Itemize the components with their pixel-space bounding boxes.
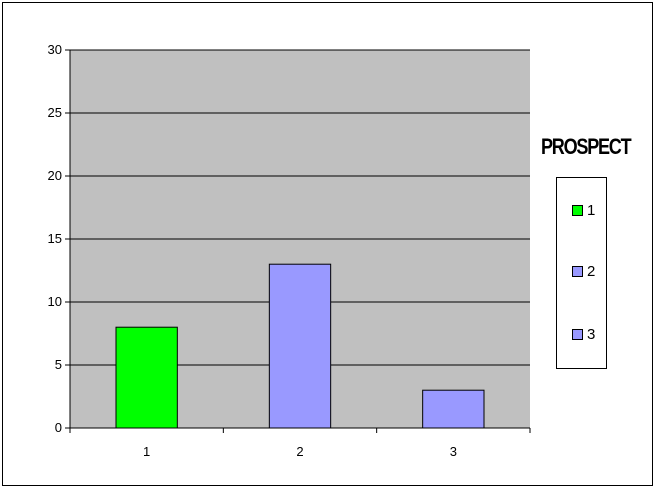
y-tick-label-20: 20: [48, 168, 62, 183]
legend-label-1: 1: [587, 201, 596, 219]
bar-3: [422, 389, 485, 429]
legend-title: PROSPECT: [541, 134, 632, 159]
legend-item-3: 3: [572, 325, 596, 343]
legend-swatch-1: [572, 204, 583, 216]
bar-2: [268, 263, 332, 429]
legend-swatch-2: [572, 265, 583, 277]
x-tick-label-1: 1: [143, 444, 150, 459]
y-tick-label-0: 0: [55, 420, 62, 435]
y-tick-label-10: 10: [48, 294, 62, 309]
y-tick-label-5: 5: [55, 357, 62, 372]
legend-label-2: 2: [587, 262, 596, 280]
legend-item-2: 2: [572, 262, 596, 280]
legend-label-3: 3: [587, 325, 596, 343]
bar-1: [115, 326, 178, 429]
y-tick-label-15: 15: [48, 231, 62, 246]
y-tick-label-25: 25: [48, 105, 62, 120]
x-tick-label-3: 3: [450, 444, 457, 459]
legend-swatch-3: [572, 328, 583, 340]
legend-item-1: 1: [572, 201, 596, 219]
y-tick-label-30: 30: [48, 42, 62, 57]
chart-frame: [2, 2, 653, 486]
legend: 1 2 3: [556, 177, 607, 369]
x-tick-label-2: 2: [296, 444, 303, 459]
